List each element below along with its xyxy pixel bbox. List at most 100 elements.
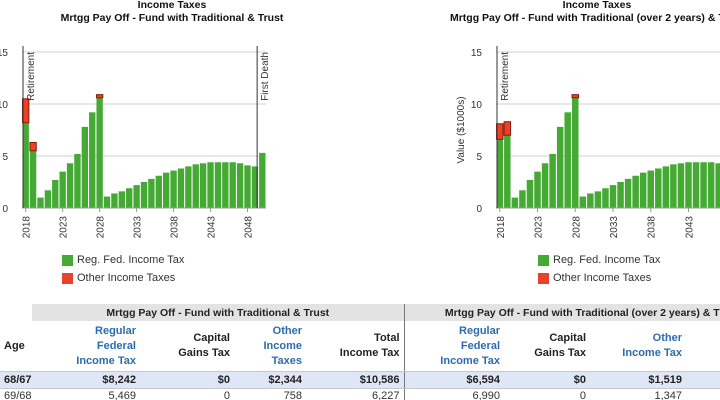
legend-label: Reg. Fed. Income Tax — [77, 254, 185, 266]
legend-swatch-red — [62, 273, 73, 284]
bar-reg-fed-income-tax — [632, 175, 639, 208]
bar-reg-fed-income-tax — [647, 170, 654, 208]
bar-reg-fed-income-tax — [66, 163, 74, 208]
cell-tot: 6,227 — [306, 388, 405, 400]
table-column-headers: Age Regular Federal Income Tax Capital Gain… — [0, 321, 720, 372]
legend-item-reg-fed[interactable]: Reg. Fed. Income Tax — [62, 254, 184, 267]
bar-reg-fed-income-tax — [662, 166, 670, 208]
bar-other-income-taxes — [95, 94, 104, 99]
x-tick-label: 2023 — [59, 216, 70, 239]
bar-reg-fed-income-tax — [89, 112, 96, 208]
bar-reg-fed-income-tax — [541, 163, 549, 208]
col-other-income-taxes[interactable]: Other Income Taxes — [234, 321, 306, 372]
bar-reg-fed-income-tax — [707, 162, 715, 208]
y-tick-label: 10 — [471, 100, 483, 111]
bar-reg-fed-income-tax — [163, 172, 170, 208]
legend-label: Other Income Taxes — [553, 272, 652, 284]
x-tick-label: 2028 — [571, 216, 582, 239]
bar-reg-fed-income-tax — [52, 179, 59, 208]
y-tick-label: 5 — [2, 152, 8, 163]
bar-reg-fed-income-tax — [692, 162, 700, 208]
cell-age: 69/68 — [4, 390, 32, 400]
bar-reg-fed-income-tax — [214, 162, 222, 208]
cell-reg: $8,242 — [32, 371, 140, 389]
cell-r-reg: 6,990 — [472, 390, 501, 400]
bar-reg-fed-income-tax — [192, 164, 199, 208]
bar-reg-fed-income-tax — [594, 191, 602, 208]
bar-reg-fed-income-tax — [251, 166, 259, 208]
bar-reg-fed-income-tax — [572, 97, 579, 208]
cell-r-oth: 1,347 — [654, 390, 683, 400]
x-tick-label: 2043 — [207, 216, 218, 239]
y-tick-label: 5 — [476, 152, 482, 163]
bar-reg-fed-income-tax — [222, 162, 229, 208]
legend-item-other[interactable]: Other Income Taxes — [538, 272, 651, 285]
bar-other-income-taxes — [571, 94, 580, 99]
col-right-other-income-tax[interactable]: Other Income Tax — [590, 321, 687, 372]
bar-reg-fed-income-tax — [617, 182, 624, 208]
left-chart-svg: 0 5 10 15 2018 2023 2028 2033 2038 2043 2048 Retire… — [0, 46, 271, 239]
bar-reg-fed-income-tax — [609, 185, 617, 208]
y-tick-label: 15 — [0, 48, 8, 59]
cell-r-oth: $1,519 — [590, 371, 687, 389]
bar-reg-fed-income-tax — [685, 162, 692, 208]
bar-reg-fed-income-tax — [259, 152, 266, 208]
bar-reg-fed-income-tax — [639, 172, 647, 208]
bar-reg-fed-income-tax — [236, 163, 244, 208]
bar-reg-fed-income-tax — [74, 153, 81, 208]
cell-r-reg: $6,594 — [404, 371, 505, 389]
right-income-tax-chart: Income Taxes Mrtgg Pay Off - Fund with T… — [360, 0, 720, 300]
bar-other-income-taxes — [503, 121, 512, 136]
bar-reg-fed-income-tax — [199, 163, 207, 208]
bar-reg-fed-income-tax — [59, 171, 66, 208]
bar-reg-fed-income-tax — [177, 168, 185, 208]
legend-item-other[interactable]: Other Income Taxes — [62, 272, 175, 285]
chart-title: Income Taxes Mrtgg Pay Off - Fund with T… — [0, 0, 344, 24]
income-tax-table: Mrtgg Pay Off - Fund with Traditional & … — [0, 304, 720, 400]
bar-reg-fed-income-tax — [587, 193, 594, 208]
x-tick-label: 2023 — [534, 216, 545, 239]
y-axis-label: Value ($1000s) — [456, 96, 467, 163]
bar-reg-fed-income-tax — [155, 175, 162, 208]
x-tick-label: 2018 — [496, 216, 507, 239]
col-capital-gains-tax: Capital Gains Tax — [140, 321, 234, 372]
y-tick-label: 10 — [0, 100, 8, 111]
bar-reg-fed-income-tax — [126, 188, 133, 208]
cell-r-cap: 0 — [579, 390, 587, 400]
bar-reg-fed-income-tax — [519, 190, 526, 208]
bar-reg-fed-income-tax — [715, 163, 720, 208]
annotation-label: Retirement — [500, 52, 511, 101]
group-left-title: Mrtgg Pay Off - Fund with Traditional & … — [32, 304, 405, 321]
cell-tot: $10,586 — [306, 371, 405, 389]
bar-reg-fed-income-tax — [207, 162, 214, 208]
x-tick-label: 2043 — [684, 216, 695, 239]
bar-reg-fed-income-tax — [511, 197, 519, 208]
bar-reg-fed-income-tax — [624, 178, 632, 208]
bar-reg-fed-income-tax — [700, 162, 707, 208]
bar-reg-fed-income-tax — [29, 150, 37, 208]
chart-title-main: Income Taxes — [137, 0, 207, 11]
table-row: 68/67 $8,242 $0 $2,344 $10,586 $6,594 $0… — [0, 371, 720, 389]
right-chart-svg: 0 5 10 15 Value ($1000s) 2018 2023 2028 2033 2038… — [456, 46, 720, 239]
bar-reg-fed-income-tax — [556, 126, 564, 208]
cell-cap: 0 — [223, 390, 230, 400]
y-tick-label: 0 — [476, 204, 482, 215]
bar-reg-fed-income-tax — [244, 165, 251, 208]
annotation-label: First Death — [260, 52, 271, 101]
cell-r-cap: $0 — [504, 371, 591, 389]
col-right-regular-fed-income-tax[interactable]: Regular Federal Income Tax — [404, 321, 505, 372]
col-right-capital-gains-tax: Capital Gains Tax — [504, 321, 591, 372]
col-regular-fed-income-tax[interactable]: Regular Federal Income Tax — [32, 321, 140, 372]
chart-subtitle: Mrtgg Pay Off - Fund with Traditional & … — [60, 11, 284, 24]
legend-swatch-red — [538, 273, 549, 284]
legend-swatch-green — [538, 255, 549, 266]
cell-age: 68/67 — [0, 371, 32, 389]
legend-item-reg-fed[interactable]: Reg. Fed. Income Tax — [538, 254, 660, 267]
bar-reg-fed-income-tax — [229, 162, 236, 208]
x-tick-label: 2018 — [22, 216, 33, 239]
cell-cap: $0 — [140, 371, 234, 389]
legend-label: Other Income Taxes — [77, 272, 176, 284]
bar-reg-fed-income-tax — [670, 164, 677, 208]
bar-reg-fed-income-tax — [549, 153, 556, 208]
chart-title: Income Taxes Mrtgg Pay Off - Fund with T… — [360, 0, 720, 24]
